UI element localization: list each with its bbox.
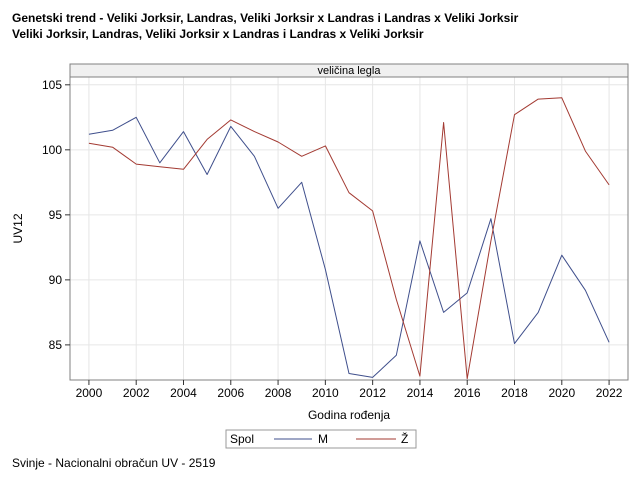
- x-tick-label: 2004: [170, 386, 197, 400]
- x-tick-label: 2010: [312, 386, 339, 400]
- chart-title: Genetski trend - Veliki Jorksir, Landras…: [12, 11, 519, 25]
- x-tick-label: 2006: [217, 386, 244, 400]
- y-tick-label: 90: [49, 273, 63, 287]
- x-axis-label: Godina rođenja: [308, 408, 390, 422]
- x-tick-label: 2018: [501, 386, 528, 400]
- legend-title: Spol: [230, 432, 254, 446]
- y-tick-label: 105: [42, 78, 62, 92]
- y-axis-label: UV12: [11, 213, 25, 243]
- x-tick-label: 2002: [123, 386, 150, 400]
- x-tick-label: 2008: [265, 386, 292, 400]
- chart-title-block: Genetski trend - Veliki Jorksir, Landras…: [12, 10, 518, 42]
- footnote: Svinje - Nacionalni obračun UV - 2519: [12, 456, 216, 470]
- chart-subtitle: Veliki Jorksir, Landras, Veliki Jorksir …: [12, 27, 424, 41]
- x-tick-label: 2012: [359, 386, 386, 400]
- x-tick-label: 2000: [76, 386, 103, 400]
- y-tick-label: 85: [49, 338, 63, 352]
- x-tick-label: 2014: [407, 386, 434, 400]
- panel-label: veličina legla: [318, 65, 382, 77]
- x-tick-label: 2022: [596, 386, 623, 400]
- plot-frame: [69, 76, 629, 381]
- x-tick-label: 2016: [454, 386, 481, 400]
- x-tick-label: 2020: [548, 386, 575, 400]
- series-line-z: [88, 97, 610, 380]
- y-tick-label: 95: [49, 208, 63, 222]
- series-line-m: [88, 116, 610, 378]
- y-tick-label: 100: [42, 143, 62, 157]
- legend-label-z: Ž: [401, 431, 408, 446]
- legend-box: [225, 429, 417, 449]
- legend-label-m: M: [318, 432, 328, 446]
